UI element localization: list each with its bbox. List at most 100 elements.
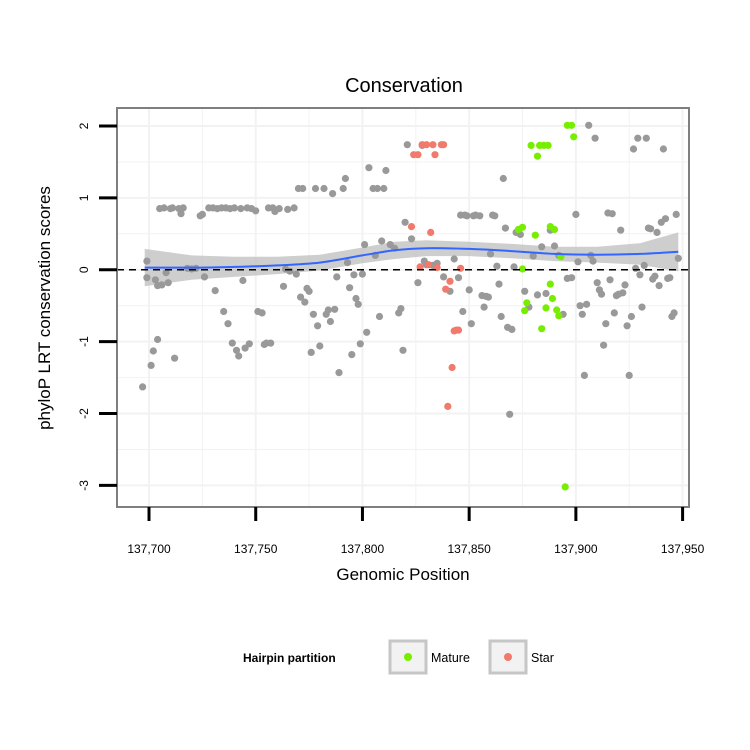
point-other — [597, 290, 606, 298]
point-other — [343, 259, 352, 267]
point-other — [299, 184, 307, 193]
point-other — [397, 305, 405, 313]
point-other — [506, 410, 514, 418]
point-other — [375, 312, 384, 321]
point-other — [311, 184, 320, 193]
point-other — [583, 300, 591, 308]
point-other — [290, 204, 298, 212]
point-other — [600, 341, 608, 349]
point-mature — [555, 312, 563, 320]
point-star — [407, 223, 416, 231]
legend-dot-star — [504, 653, 512, 661]
point-other — [286, 267, 294, 275]
point-star — [422, 141, 431, 149]
point-other — [235, 352, 243, 360]
point-star — [416, 263, 424, 271]
point-other — [589, 257, 597, 265]
point-other — [245, 340, 253, 348]
point-other — [158, 281, 166, 289]
chart-title: Conservation — [345, 75, 463, 97]
point-other — [316, 342, 324, 350]
point-other — [459, 307, 467, 316]
point-other — [200, 273, 209, 281]
y-axis-title: phyloP LRT conservation scores — [35, 186, 54, 430]
point-other — [497, 312, 505, 321]
point-star — [425, 261, 433, 269]
point-other — [533, 291, 542, 299]
point-other — [510, 263, 518, 271]
legend-item-mature: Mature — [388, 639, 470, 675]
point-other — [309, 310, 317, 318]
point-other — [177, 210, 185, 218]
point-mature — [561, 483, 569, 491]
point-mature — [550, 225, 559, 234]
smooth-confidence-band — [144, 232, 679, 287]
point-star — [429, 141, 437, 149]
point-other — [162, 269, 170, 277]
point-other — [625, 371, 633, 379]
point-other — [593, 279, 601, 287]
point-other — [346, 284, 354, 292]
point-other — [529, 252, 537, 260]
point-other — [653, 228, 661, 236]
point-mature — [570, 133, 578, 141]
point-other — [151, 276, 159, 284]
point-other — [480, 303, 488, 311]
point-other — [224, 320, 232, 328]
point-other — [320, 184, 328, 193]
point-other — [440, 273, 448, 281]
point-other — [454, 274, 463, 282]
point-other — [491, 212, 499, 220]
point-star — [431, 151, 439, 159]
point-other — [672, 210, 680, 218]
point-other — [647, 225, 655, 233]
point-mature — [531, 231, 539, 239]
point-other — [297, 293, 305, 301]
point-other — [655, 282, 663, 290]
point-other — [591, 134, 599, 142]
point-other — [301, 298, 309, 306]
point-other — [550, 242, 559, 250]
point-other — [414, 279, 422, 287]
x-tick-label: 137,750 — [234, 542, 278, 556]
point-other — [638, 303, 646, 311]
point-other — [305, 287, 313, 295]
point-other — [329, 190, 337, 198]
point-other — [401, 218, 409, 226]
point-other — [621, 281, 629, 289]
point-other — [228, 339, 236, 347]
legend: Hairpin partition Mature Star — [243, 639, 554, 675]
point-other — [636, 271, 644, 279]
point-other — [382, 166, 390, 175]
point-other — [627, 312, 636, 321]
point-other — [666, 274, 674, 282]
point-other — [348, 351, 356, 359]
legend-key-star — [488, 639, 528, 675]
y-tick-label: 1 — [77, 194, 91, 201]
point-other — [160, 204, 168, 212]
point-other — [403, 141, 411, 149]
x-tick-label: 137,950 — [661, 542, 705, 556]
point-other — [642, 134, 650, 142]
point-other — [252, 207, 260, 215]
point-other — [373, 184, 381, 193]
point-other — [339, 184, 347, 193]
point-other — [164, 279, 172, 287]
point-other — [640, 261, 648, 269]
point-mature — [518, 223, 527, 231]
point-other — [292, 270, 300, 278]
point-other — [585, 121, 593, 129]
point-other — [232, 346, 241, 354]
point-mature — [527, 141, 535, 149]
y-tick-label: -3 — [77, 480, 91, 491]
y-tick-label: -2 — [77, 408, 91, 419]
point-other — [179, 204, 187, 212]
x-tick-label: 137,800 — [341, 542, 385, 556]
x-tick-label: 137,850 — [447, 542, 491, 556]
point-other — [674, 254, 682, 262]
point-other — [486, 250, 495, 258]
point-other — [542, 289, 550, 298]
point-other — [324, 306, 332, 314]
legend-label-star: Star — [531, 651, 554, 665]
